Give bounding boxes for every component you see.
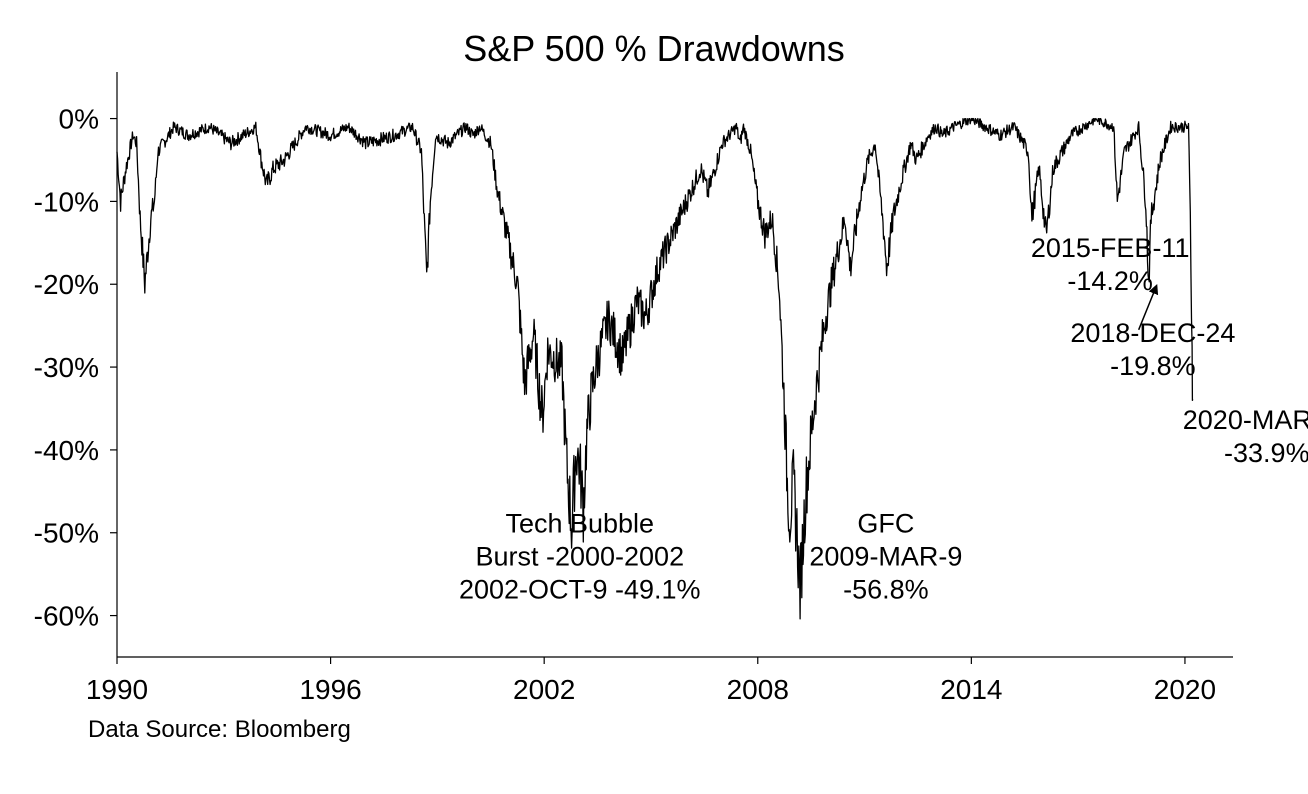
annotation-line: Tech Bubble	[505, 509, 654, 539]
y-tick-label: -50%	[34, 518, 99, 549]
annotation-label: 2015-FEB-11 -14.2%	[1031, 233, 1190, 296]
annotation-line: 2002-OCT-9 -49.1%	[459, 575, 701, 605]
y-tick-label: -30%	[34, 352, 99, 383]
annotation-label: 2018-DEC-24 -19.8%	[1070, 318, 1235, 381]
x-tick-label: 2014	[940, 674, 1002, 705]
annotation-line: Burst -2000-2002	[475, 542, 684, 572]
x-tick-label: 2002	[513, 674, 575, 705]
annotation-label: 2020-MAR-23-33.9%	[1183, 405, 1308, 468]
annotation-line: 2015-FEB-11	[1031, 233, 1190, 263]
y-tick-label: 0%	[59, 104, 99, 135]
annotation-line: -14.2%	[1067, 266, 1153, 296]
y-tick-label: -20%	[34, 269, 99, 300]
annotation-line: 2009-MAR-9	[809, 542, 962, 572]
annotation-line: 2018-DEC-24	[1070, 318, 1235, 348]
chart-title: S&P 500 % Drawdowns	[463, 28, 845, 69]
y-tick-label: -40%	[34, 435, 99, 466]
annotation-label: GFC 2009-MAR-9 -56.8%	[809, 509, 962, 605]
x-tick-label: 2008	[727, 674, 789, 705]
annotation-arrow	[1137, 284, 1159, 331]
annotation-label: Tech Bubble Burst -2000-2002 2002-OCT-9 -4…	[459, 509, 701, 605]
annotation-line: -19.8%	[1110, 351, 1196, 381]
annotation-line: 2020-MAR-23	[1183, 405, 1308, 435]
x-tick-label: 2020	[1154, 674, 1216, 705]
x-tick-label: 1990	[86, 674, 148, 705]
drawdown-line	[116, 117, 1194, 620]
annotation-line: -33.9%	[1224, 438, 1308, 468]
annotation-line: GFC	[857, 509, 914, 539]
x-tick-label: 1996	[299, 674, 361, 705]
data-source: Data Source: Bloomberg	[88, 716, 351, 743]
annotation-line: -56.8%	[843, 575, 929, 605]
y-tick-label: -60%	[34, 601, 99, 632]
y-tick-label: -10%	[34, 186, 99, 217]
